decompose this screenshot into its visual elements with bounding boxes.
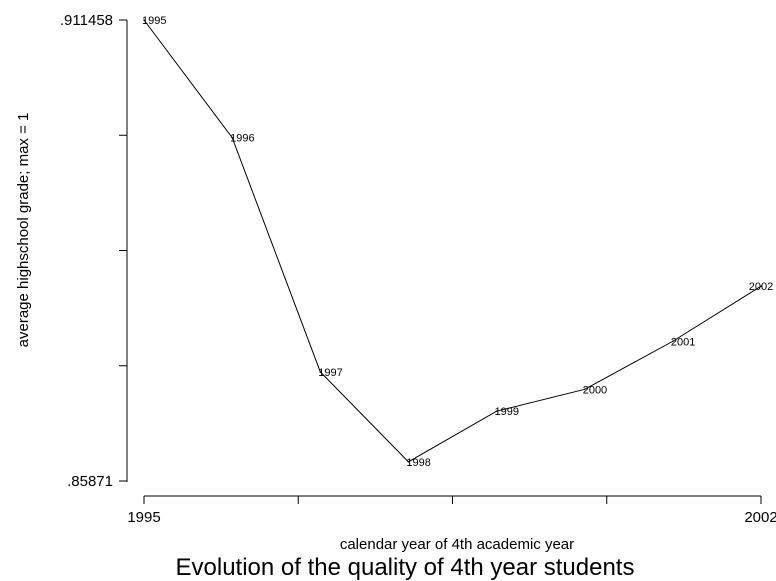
x-axis: 1995 2002: [127, 495, 776, 526]
data-point: [760, 285, 762, 287]
series-line: [143, 19, 762, 463]
point-label: 1999: [495, 406, 519, 418]
series-layer: 1995 1996 1997 1998 1999 2000 2001 2002: [142, 15, 773, 469]
point-label: 1995: [142, 15, 166, 27]
point-label: 1997: [318, 367, 342, 379]
chart-title: Evolution of the quality of 4th year stu…: [176, 554, 635, 581]
data-point: [495, 410, 498, 412]
data-point: [407, 461, 410, 463]
point-label: 2000: [583, 384, 607, 396]
point-label: 2002: [749, 281, 773, 293]
y-tick-label: .911458: [60, 12, 113, 29]
data-point: [231, 136, 233, 139]
data-point: [672, 340, 674, 343]
point-label: 2001: [671, 336, 695, 348]
point-label: 1996: [230, 133, 254, 145]
point-label: 1998: [406, 457, 430, 469]
x-tick-label: 1995: [127, 509, 160, 526]
data-point: [583, 388, 586, 391]
y-axis-title: average highschool grade; max = 1: [15, 113, 32, 348]
data-point: [319, 371, 322, 373]
data-point: [143, 19, 145, 21]
x-axis-title: calendar year of 4th academic year: [340, 536, 574, 553]
y-axis: .85871 .911458: [60, 12, 128, 490]
y-tick-label: .85871: [67, 473, 113, 490]
x-tick-label: 2002: [744, 509, 776, 526]
